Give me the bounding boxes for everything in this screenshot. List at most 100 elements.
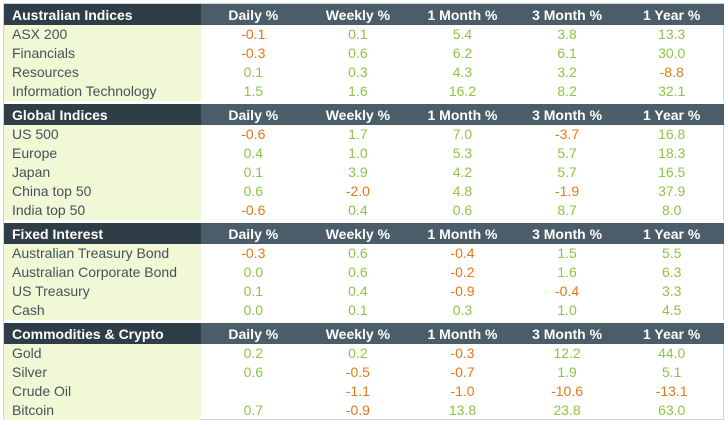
section-header-commodities-crypto: Commodities & Crypto Daily % Weekly % 1 Mon… <box>4 323 724 344</box>
row-label: Resources <box>4 63 201 82</box>
table-row: India top 50 -0.6 0.4 0.6 8.7 8.0 <box>4 201 724 220</box>
section-gap <box>4 101 724 104</box>
row-label: Australian Corporate Bond <box>4 263 201 282</box>
cell-daily: -0.6 <box>241 202 266 218</box>
cell-daily: 0.0 <box>243 264 264 280</box>
column-header-1-month: 1 Month % <box>410 323 515 344</box>
column-header-1-year: 1 Year % <box>619 323 724 344</box>
cell-3-month: 5.7 <box>557 145 577 161</box>
column-header-weekly: Weekly % <box>305 4 411 25</box>
cell-1-year: 5.5 <box>661 245 682 261</box>
cell-daily: -0.3 <box>241 245 266 261</box>
section-header-global-indices: Global Indices Daily % Weekly % 1 Month % 3 … <box>4 104 724 125</box>
cell-3-month: 3.8 <box>557 26 577 42</box>
row-label: Gold <box>4 344 201 363</box>
table-row: US 500 -0.6 1.7 7.0 -3.7 16.8 <box>4 125 724 144</box>
table-row: Australian Corporate Bond 0.0 0.6 -0.2 1.6 6.… <box>4 263 724 282</box>
row-label: Australian Treasury Bond <box>4 244 201 263</box>
cell-daily: -0.3 <box>241 45 266 61</box>
row-label: India top 50 <box>4 201 201 220</box>
cell-1-month: 7.0 <box>452 126 473 142</box>
row-label: US Treasury <box>4 282 201 301</box>
section-gap <box>4 220 724 223</box>
cell-1-month: 13.8 <box>448 402 477 418</box>
cell-1-month: 4.2 <box>452 164 473 180</box>
table-row: Japan 0.1 3.9 4.2 5.7 16.5 <box>4 163 724 182</box>
cell-weekly: 0.6 <box>348 264 368 280</box>
cell-1-year: 3.3 <box>661 283 682 299</box>
row-label: Silver <box>4 363 201 382</box>
cell-1-month: 0.3 <box>452 302 473 318</box>
cell-3-month: 8.2 <box>557 83 577 99</box>
cell-3-month: -3.7 <box>555 126 580 142</box>
cell-weekly: 0.3 <box>348 64 368 80</box>
cell-1-year: -8.8 <box>659 64 684 80</box>
column-header-1-month: 1 Month % <box>410 104 515 125</box>
table-row: Financials -0.3 0.6 6.2 6.1 30.0 <box>4 44 724 63</box>
cell-daily: 0.1 <box>243 164 264 180</box>
table-row: Bitcoin 0.7 -0.9 13.8 23.8 63.0 <box>4 401 724 420</box>
cell-weekly: 0.6 <box>348 245 368 261</box>
cell-weekly: 0.4 <box>348 202 368 218</box>
cell-1-month: 4.8 <box>452 183 473 199</box>
cell-daily: 0.2 <box>243 345 264 361</box>
section-header-fixed-interest: Fixed Interest Daily % Weekly % 1 Month % 3 … <box>4 223 724 244</box>
column-header-daily: Daily % <box>201 223 306 244</box>
row-label: US 500 <box>4 125 201 144</box>
column-header-weekly: Weekly % <box>305 323 411 344</box>
cell-3-month: 23.8 <box>553 402 581 418</box>
row-label: Information Technology <box>4 82 201 101</box>
cell-weekly: 1.7 <box>348 126 368 142</box>
cell-daily: 1.5 <box>243 83 264 99</box>
cell-1-month: -0.4 <box>450 245 475 261</box>
section-title: Commodities & Crypto <box>4 323 201 344</box>
cell-1-year: 16.8 <box>658 126 686 142</box>
cell-1-year: 44.0 <box>658 345 686 361</box>
cell-weekly: -2.0 <box>345 183 370 199</box>
cell-1-year: 30.0 <box>658 45 686 61</box>
cell-1-month: -0.7 <box>450 364 475 380</box>
cell-1-year: 18.3 <box>658 145 686 161</box>
cell-daily: 0.6 <box>243 364 264 380</box>
column-header-1-year: 1 Year % <box>619 223 724 244</box>
cell-1-year: 13.3 <box>658 26 686 42</box>
cell-daily: -0.1 <box>241 26 266 42</box>
section-header-australian-indices: Australian Indices Daily % Weekly % 1 Month… <box>4 4 724 25</box>
row-label: China top 50 <box>4 182 201 201</box>
cell-1-month: 5.4 <box>452 26 473 42</box>
cell-1-month: -0.9 <box>450 283 475 299</box>
cell-1-year: 6.3 <box>661 264 682 280</box>
table-row: China top 50 0.6 -2.0 4.8 -1.9 37.9 <box>4 182 724 201</box>
cell-weekly: -0.5 <box>345 364 370 380</box>
cell-daily: -0.6 <box>241 126 266 142</box>
column-header-3-month: 3 Month % <box>514 104 620 125</box>
cell-1-month: 16.2 <box>448 83 477 99</box>
column-header-3-month: 3 Month % <box>514 223 620 244</box>
cell-weekly: -1.1 <box>345 383 370 399</box>
cell-3-month: -10.6 <box>551 383 584 399</box>
cell-1-month: -0.2 <box>450 264 475 280</box>
cell-daily <box>201 382 306 401</box>
column-header-daily: Daily % <box>201 104 306 125</box>
table-row: US Treasury 0.1 0.4 -0.9 -0.4 3.3 <box>4 282 724 301</box>
row-label: Financials <box>4 44 201 63</box>
cell-weekly: 0.4 <box>348 283 368 299</box>
cell-3-month: 5.7 <box>557 164 577 180</box>
table-row: Australian Treasury Bond -0.3 0.6 -0.4 1.5 5.… <box>4 244 724 263</box>
table-row: Silver 0.6 -0.5 -0.7 1.9 5.1 <box>4 363 724 382</box>
row-label: Cash <box>4 301 201 320</box>
cell-weekly: 0.6 <box>348 45 368 61</box>
cell-daily: 0.0 <box>243 302 264 318</box>
cell-weekly: 1.6 <box>348 83 368 99</box>
column-header-daily: Daily % <box>201 323 306 344</box>
column-header-3-month: 3 Month % <box>514 4 620 25</box>
cell-3-month: 6.1 <box>557 45 577 61</box>
cell-1-year: 32.1 <box>658 83 686 99</box>
row-label: Japan <box>4 163 201 182</box>
section-title: Fixed Interest <box>4 223 201 244</box>
cell-3-month: 1.6 <box>557 264 577 280</box>
column-header-1-month: 1 Month % <box>410 223 515 244</box>
table-row: Information Technology 1.5 1.6 16.2 8.2 32.1 <box>4 82 724 101</box>
cell-weekly: 3.9 <box>348 164 368 180</box>
cell-daily: 0.6 <box>243 183 264 199</box>
